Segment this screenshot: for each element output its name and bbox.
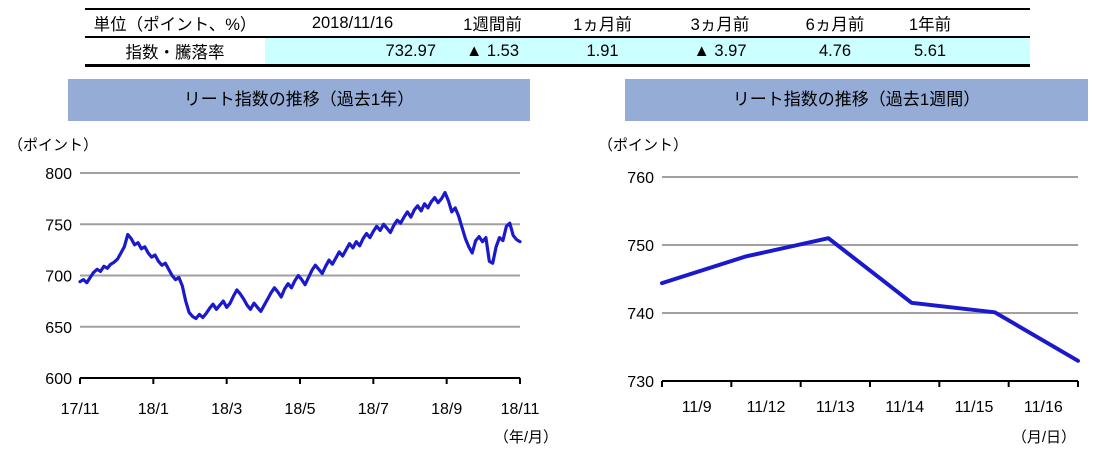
line-chart-1year: 600 650 700 750 800 17/11 18/1 18/3 18/5 18/7 18/9…: [45, 166, 540, 418]
svg-text:17/11: 17/11: [61, 401, 100, 418]
svg-text:600: 600: [45, 371, 72, 388]
svg-text:18/11: 18/11: [501, 401, 540, 418]
svg-text:18/7: 18/7: [358, 401, 389, 418]
value-6month: 4.76: [780, 37, 890, 66]
svg-text:11/15: 11/15: [955, 399, 994, 416]
summary-table: 単位（ポイント、%） 2018/11/16 1週間前 1ヵ月前 3ヵ月前 6ヵ月…: [85, 8, 1030, 67]
x-axis-unit-label-1y: （年/月）: [493, 429, 558, 446]
svg-text:11/14: 11/14: [885, 399, 924, 416]
svg-text:18/3: 18/3: [211, 401, 242, 418]
svg-text:11/12: 11/12: [747, 399, 786, 416]
value-3month: ▲ 3.97: [660, 37, 780, 66]
svg-text:700: 700: [45, 269, 72, 286]
row-label: 指数・騰落率: [125, 44, 225, 62]
col-header-6month: 6ヵ月前: [805, 16, 865, 34]
value-1month: 1.91: [545, 37, 660, 66]
svg-text:760: 760: [627, 170, 654, 187]
svg-text:18/9: 18/9: [431, 401, 462, 418]
svg-text:800: 800: [45, 166, 72, 183]
value-1week: ▲ 1.53: [440, 37, 545, 66]
col-header-unit: 単位（ポイント、%）: [93, 16, 257, 34]
value-1year: 5.61: [890, 37, 1030, 66]
svg-text:740: 740: [627, 306, 654, 323]
svg-text:11/13: 11/13: [816, 399, 855, 416]
svg-text:730: 730: [627, 374, 654, 391]
table-header-row: 単位（ポイント、%） 2018/11/16 1週間前 1ヵ月前 3ヵ月前 6ヵ月…: [85, 9, 1030, 37]
col-header-date: 2018/11/16: [311, 13, 394, 32]
col-header-3month: 3ヵ月前: [690, 16, 750, 34]
svg-text:18/1: 18/1: [138, 401, 169, 418]
line-chart-1week: 730 740 750 760 11/9 11/12 11/13 11/14 11/15 11/1…: [627, 170, 1080, 416]
y-axis-unit-label-1week: （ポイント）: [598, 137, 689, 154]
svg-text:750: 750: [45, 217, 72, 234]
x-axis-unit-label-1week: （月/日）: [1011, 429, 1076, 446]
svg-text:18/5: 18/5: [284, 401, 315, 418]
col-header-1month: 1ヵ月前: [573, 16, 632, 34]
svg-text:11/9: 11/9: [682, 399, 712, 416]
svg-text:11/16: 11/16: [1024, 399, 1063, 416]
col-header-1year: 1年前: [908, 16, 952, 34]
svg-text:650: 650: [45, 320, 72, 337]
chart-title-1y: リート指数の推移（過去1年）: [68, 79, 530, 121]
chart-title-1week: リート指数の推移（過去1週間）: [625, 79, 1088, 121]
table-value-row: 指数・騰落率 732.97 ▲ 1.53 1.91 ▲ 3.97 4.76 5.…: [85, 37, 1030, 66]
svg-text:750: 750: [627, 238, 654, 255]
value-latest: 732.97: [265, 37, 440, 66]
y-axis-unit-label-1y: （ポイント）: [8, 137, 99, 154]
col-header-1week: 1週間前: [463, 16, 522, 34]
